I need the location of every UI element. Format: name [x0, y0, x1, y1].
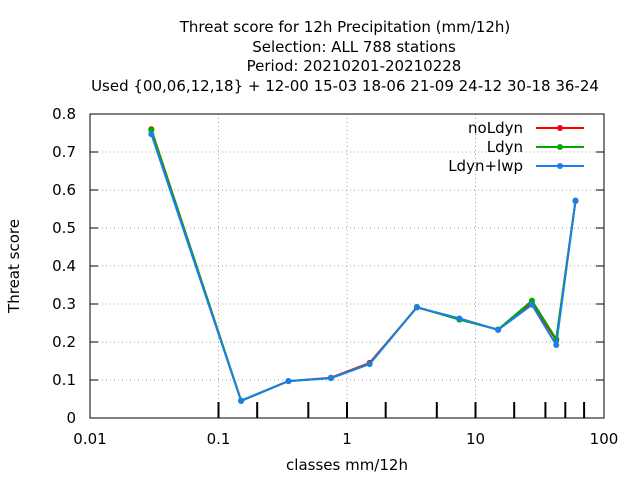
legend-label: Ldyn+lwp	[448, 157, 523, 175]
x-tick-label: 0.01	[73, 430, 106, 448]
legend-marker	[557, 163, 563, 169]
data-point	[553, 342, 560, 349]
title-line-1: Threat score for 12h Precipitation (mm/1…	[179, 18, 511, 36]
legend-item: noLdyn	[468, 119, 584, 137]
y-tick-label: 0.2	[52, 333, 76, 351]
plot-frame	[89, 113, 605, 419]
x-tick-label: 100	[590, 430, 619, 448]
series-ldyn-lwp	[148, 131, 579, 404]
data-point	[148, 131, 155, 138]
legend-label: noLdyn	[468, 119, 523, 137]
data-point	[366, 361, 373, 368]
y-tick-label: 0	[66, 409, 76, 427]
x-tick-labels: 0.01 0.1 1 10 100	[73, 430, 618, 448]
legend-marker	[557, 125, 563, 131]
data-point	[148, 126, 155, 133]
legend-item: Ldyn	[487, 138, 584, 156]
title-line-2: Selection: ALL 788 stations	[252, 38, 456, 56]
grid-lines	[90, 114, 604, 418]
data-point	[456, 315, 463, 322]
y-tick-label: 0.1	[52, 371, 76, 389]
data-point	[413, 304, 420, 311]
x-tick-label: 0.1	[207, 430, 231, 448]
data-point	[528, 297, 535, 304]
title-line-3: Period: 20210201-20210228	[247, 57, 462, 75]
legend-marker	[557, 144, 563, 150]
data-point	[528, 301, 535, 308]
data-series	[148, 126, 579, 404]
data-point	[495, 326, 502, 333]
legend-item: Ldyn+lwp	[448, 157, 584, 175]
chart-title: Threat score for 12h Precipitation (mm/1…	[91, 18, 599, 95]
x-tick-label: 10	[466, 430, 485, 448]
y-tick-label: 0.7	[52, 143, 76, 161]
data-point	[238, 397, 245, 404]
title-line-4: Used {00,06,12,18} + 12-00 15-03 18-06 2…	[91, 77, 599, 95]
y-tick-label: 0.8	[52, 105, 76, 123]
x-tick-label: 1	[342, 430, 352, 448]
x-axis-label: classes mm/12h	[286, 456, 408, 474]
data-point	[572, 197, 579, 204]
y-tick-label: 0.6	[52, 181, 76, 199]
y-axis-label: Threat score	[5, 219, 23, 314]
y-tick-label: 0.3	[52, 295, 76, 313]
data-point	[285, 378, 292, 385]
y-tick-labels: 0 0.1 0.2 0.3 0.4 0.5 0.6 0.7 0.8	[52, 105, 76, 427]
y-tick-label: 0.5	[52, 219, 76, 237]
data-point	[327, 375, 334, 382]
y-tick-label: 0.4	[52, 257, 76, 275]
legend-label: Ldyn	[487, 138, 523, 156]
